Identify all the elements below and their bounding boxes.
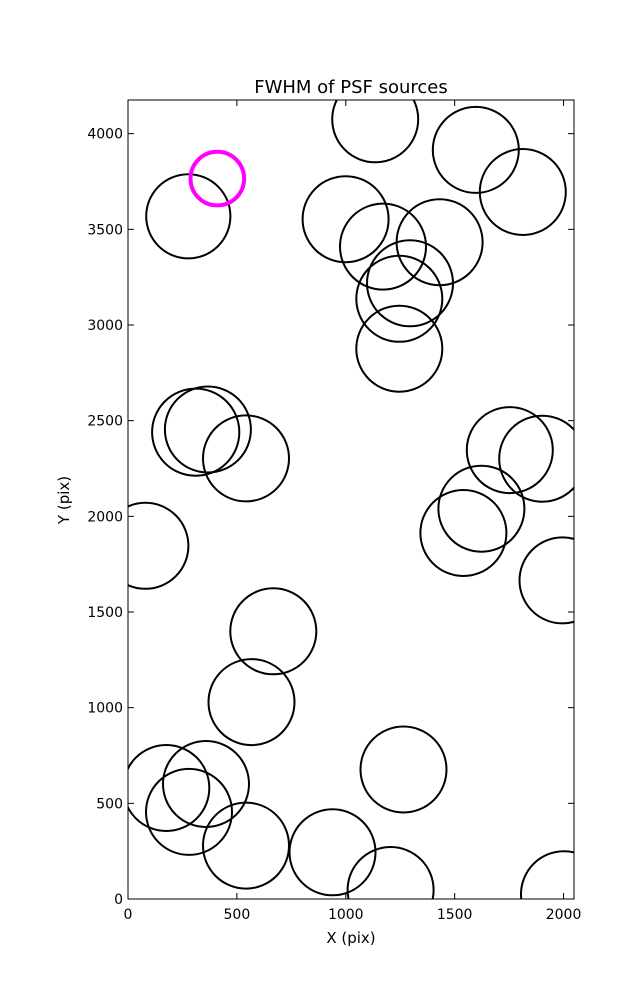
psf-source-circle-8 (355, 254, 444, 343)
x-axis: 0 500 1000 1500 2000 (124, 100, 582, 923)
psf-source-circle-3 (145, 173, 232, 260)
psf-source-circle-22 (128, 744, 211, 832)
psf-source-circle-4 (301, 175, 390, 264)
psf-source-circle-26 (288, 808, 377, 897)
psf-source-circle-21 (359, 725, 448, 814)
psf-source-circle-11 (163, 385, 252, 474)
psf-source-circle-15 (437, 464, 526, 553)
x-tick-label-3: 1500 (437, 907, 473, 923)
y-axis: 0 500 1000 1500 2000 2500 3000 3500 4000 (87, 127, 574, 908)
psf-source-circle-25 (202, 801, 290, 890)
y-tick-label-1: 500 (96, 796, 123, 812)
psf-source-circle-14 (498, 414, 574, 503)
y-tick-label-8: 4000 (87, 127, 123, 143)
psf-source-circle-2 (478, 148, 567, 236)
psf-source-circle-27 (346, 846, 435, 899)
psf-source-circle-23 (162, 740, 250, 828)
x-tick-label-2: 1000 (328, 907, 364, 923)
y-tick-label-4: 2000 (87, 509, 123, 525)
psf-source-circle-20 (207, 658, 296, 747)
x-tick-label-1: 500 (224, 907, 251, 923)
plot-frame (127, 99, 575, 900)
psf-source-circle-12 (202, 414, 290, 503)
psf-source-circle-7 (366, 239, 454, 328)
y-tick-label-0: 0 (114, 892, 123, 908)
psf-source-circle-13 (465, 406, 554, 495)
highlight-psf-circle-0 (188, 149, 247, 208)
psf-source-circle-1 (431, 105, 520, 194)
psf-source-circle-17 (128, 501, 190, 590)
y-axis-label: Y (pix) (55, 476, 73, 525)
psf-source-circle-19 (229, 587, 318, 676)
y-tick-label-5: 2500 (87, 414, 123, 430)
plot-marks (128, 100, 574, 899)
psf-source-circle-24 (145, 767, 233, 856)
psf-source-circle-16 (419, 489, 508, 577)
x-axis-label: X (pix) (326, 929, 375, 947)
y-tick-label-2: 1000 (87, 701, 123, 717)
psf-source-circle-9 (355, 304, 444, 393)
psf-source-circle-18 (518, 536, 574, 625)
y-tick-label-3: 1500 (87, 605, 123, 621)
y-tick-label-7: 3500 (87, 222, 123, 238)
chart-title: FWHM of PSF sources (254, 77, 448, 98)
psf-source-circle-5 (339, 202, 427, 291)
x-tick-label-4: 2000 (546, 907, 582, 923)
psf-source-circle-6 (395, 198, 484, 287)
psf-source-circle-0 (331, 100, 420, 164)
psf-source-circle-28 (520, 850, 574, 899)
y-tick-label-6: 3000 (87, 318, 123, 334)
x-tick-label-0: 0 (124, 907, 133, 923)
